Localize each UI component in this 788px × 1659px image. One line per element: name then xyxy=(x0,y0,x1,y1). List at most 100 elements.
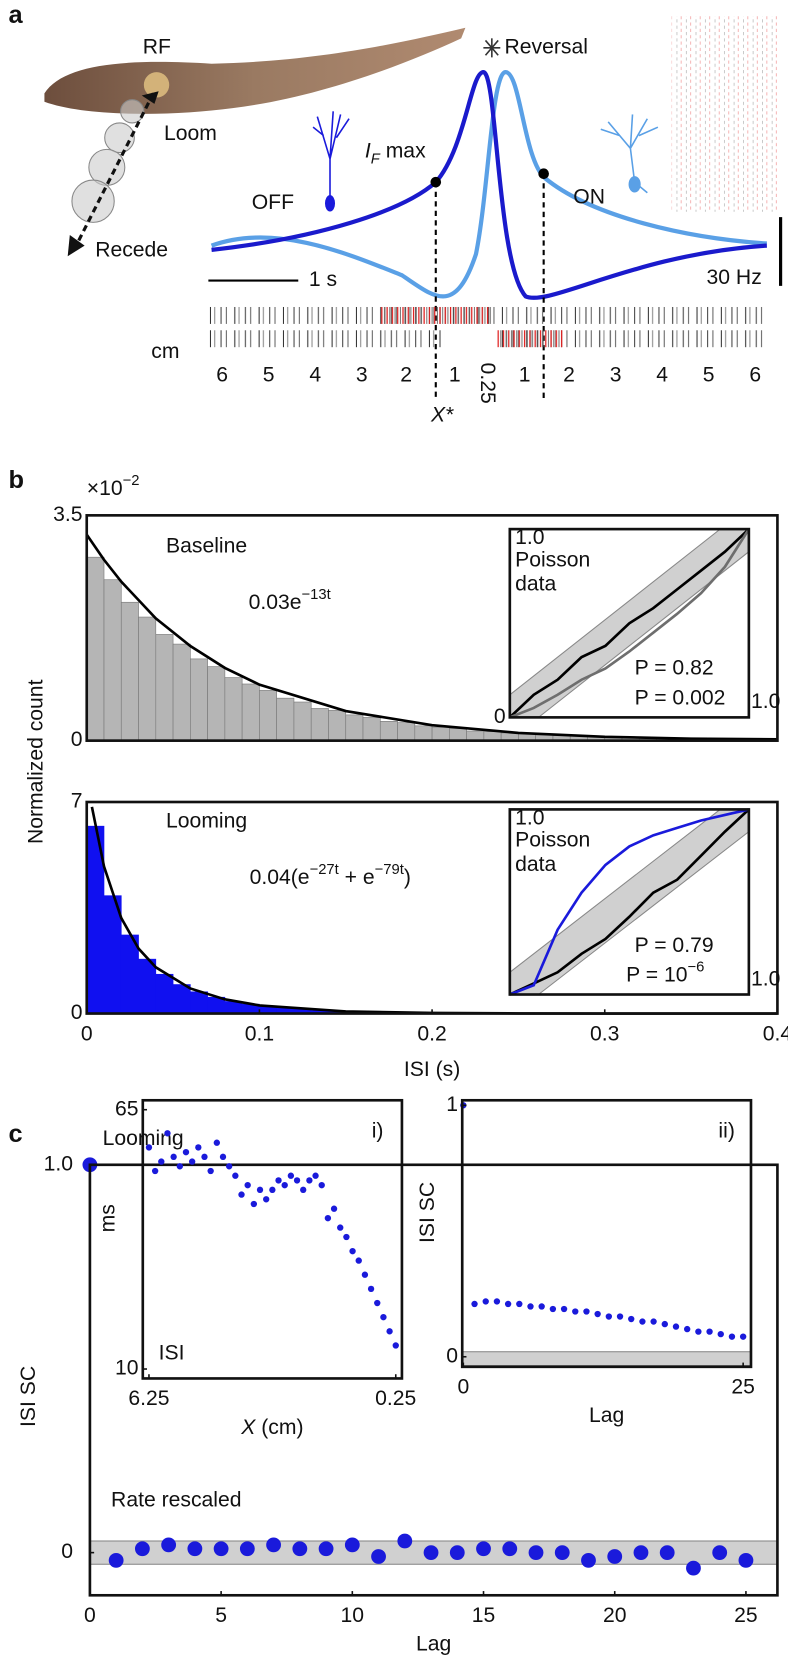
point xyxy=(250,1200,258,1208)
text-part: ×10 xyxy=(87,477,123,500)
y-axis-label: ms xyxy=(97,1204,120,1232)
point xyxy=(739,1333,747,1340)
point xyxy=(549,1305,557,1313)
point xyxy=(318,1541,334,1557)
point xyxy=(367,1285,375,1293)
y-tick-label: 0 xyxy=(494,705,506,728)
point xyxy=(594,1310,601,1318)
point xyxy=(371,1549,386,1564)
histogram-bar xyxy=(466,730,485,741)
histogram-bar xyxy=(120,934,139,1014)
point xyxy=(343,1233,350,1241)
histogram-bar xyxy=(241,683,260,741)
point xyxy=(386,1328,393,1335)
x-tick-label: 0 xyxy=(84,1604,96,1627)
point xyxy=(616,1313,624,1320)
point xyxy=(361,1271,369,1278)
label: ON xyxy=(573,186,605,209)
point xyxy=(287,1172,295,1179)
subscript: F xyxy=(371,151,381,167)
x-axis-label: Lag xyxy=(416,1633,451,1656)
text-part: P = 0.79 xyxy=(635,933,714,956)
text-part: max xyxy=(380,139,426,162)
legend-label: data xyxy=(515,853,556,876)
distance-tick-label: 5 xyxy=(263,363,275,386)
point xyxy=(738,1552,754,1568)
point xyxy=(134,1541,150,1557)
point xyxy=(471,1300,478,1308)
legend-label: Poisson xyxy=(515,829,590,852)
text-part: 0.04(e xyxy=(250,866,310,889)
label: 30 Hz xyxy=(707,266,762,289)
p-value: P = 10−6 xyxy=(626,959,704,986)
legend-label: Rate rescaled xyxy=(111,1489,241,1512)
distance-tick-label: 1 xyxy=(449,363,461,386)
text-part: (cm) xyxy=(255,1416,303,1439)
label: X* xyxy=(430,404,454,427)
cdf-line xyxy=(509,528,750,719)
distance-tick-label: 6 xyxy=(216,363,228,386)
distance-tick-label: 0.25 xyxy=(476,363,499,404)
plot-frame xyxy=(141,1098,404,1380)
label: 1 s xyxy=(309,268,337,291)
histogram-bar xyxy=(224,1001,243,1014)
receptive-field xyxy=(143,72,170,98)
distance-tick-label: 1 xyxy=(519,363,531,386)
point xyxy=(528,1545,544,1561)
y-tick-label: 0 xyxy=(71,728,83,751)
histogram-bar xyxy=(379,721,398,741)
panel-label: a xyxy=(8,1,23,29)
histogram-bar xyxy=(190,991,208,1014)
point xyxy=(225,1163,233,1170)
text-part: + e xyxy=(339,866,375,889)
y-multiplier: ×10−2 xyxy=(87,473,140,500)
histogram-bar xyxy=(345,714,364,741)
arrow-head xyxy=(67,235,85,257)
panel-label: b xyxy=(8,466,24,494)
formula: 0.04(e−27t + e−79t) xyxy=(250,862,411,889)
point xyxy=(318,1181,325,1189)
point xyxy=(639,1318,646,1325)
annotation: Looming xyxy=(166,810,247,833)
point xyxy=(275,1177,282,1184)
point xyxy=(324,1214,332,1222)
histogram-bar xyxy=(138,616,157,741)
inset-label: ii) xyxy=(718,1120,734,1143)
point xyxy=(344,1537,360,1553)
cdf-line xyxy=(509,808,750,996)
histogram-bar xyxy=(190,658,208,741)
point xyxy=(527,1303,534,1310)
point xyxy=(170,1153,177,1161)
point xyxy=(712,1545,728,1561)
point xyxy=(449,1545,465,1561)
histogram-bar xyxy=(431,726,450,741)
point xyxy=(355,1257,362,1264)
point xyxy=(583,1308,590,1315)
p-value: P = 0.002 xyxy=(635,686,726,709)
x-tick-label: 20 xyxy=(603,1604,627,1627)
point xyxy=(330,1205,338,1212)
histogram-bar xyxy=(414,725,433,741)
point xyxy=(176,1163,183,1170)
point xyxy=(728,1333,736,1340)
label: Recede xyxy=(95,239,168,262)
distance-tick-label: 6 xyxy=(749,363,761,386)
text-part: P = 0.82 xyxy=(635,656,714,679)
x-tick-label: 1.0 xyxy=(751,690,780,713)
text-part: I xyxy=(365,139,371,162)
y-axis-label: Normalized count xyxy=(25,679,48,844)
point xyxy=(661,1320,668,1328)
point xyxy=(650,1318,657,1325)
point xyxy=(187,1541,203,1557)
x-tick-label: 25 xyxy=(731,1376,755,1399)
histogram-bar xyxy=(172,984,191,1014)
point xyxy=(560,1305,568,1313)
distance-tick-label: 3 xyxy=(356,363,368,386)
x-tick-label: 1.0 xyxy=(751,967,780,990)
point xyxy=(312,1172,319,1179)
label: Reversal xyxy=(505,35,588,58)
point xyxy=(337,1224,344,1231)
plot-frame xyxy=(508,527,751,719)
panel-label: c xyxy=(8,1120,22,1148)
